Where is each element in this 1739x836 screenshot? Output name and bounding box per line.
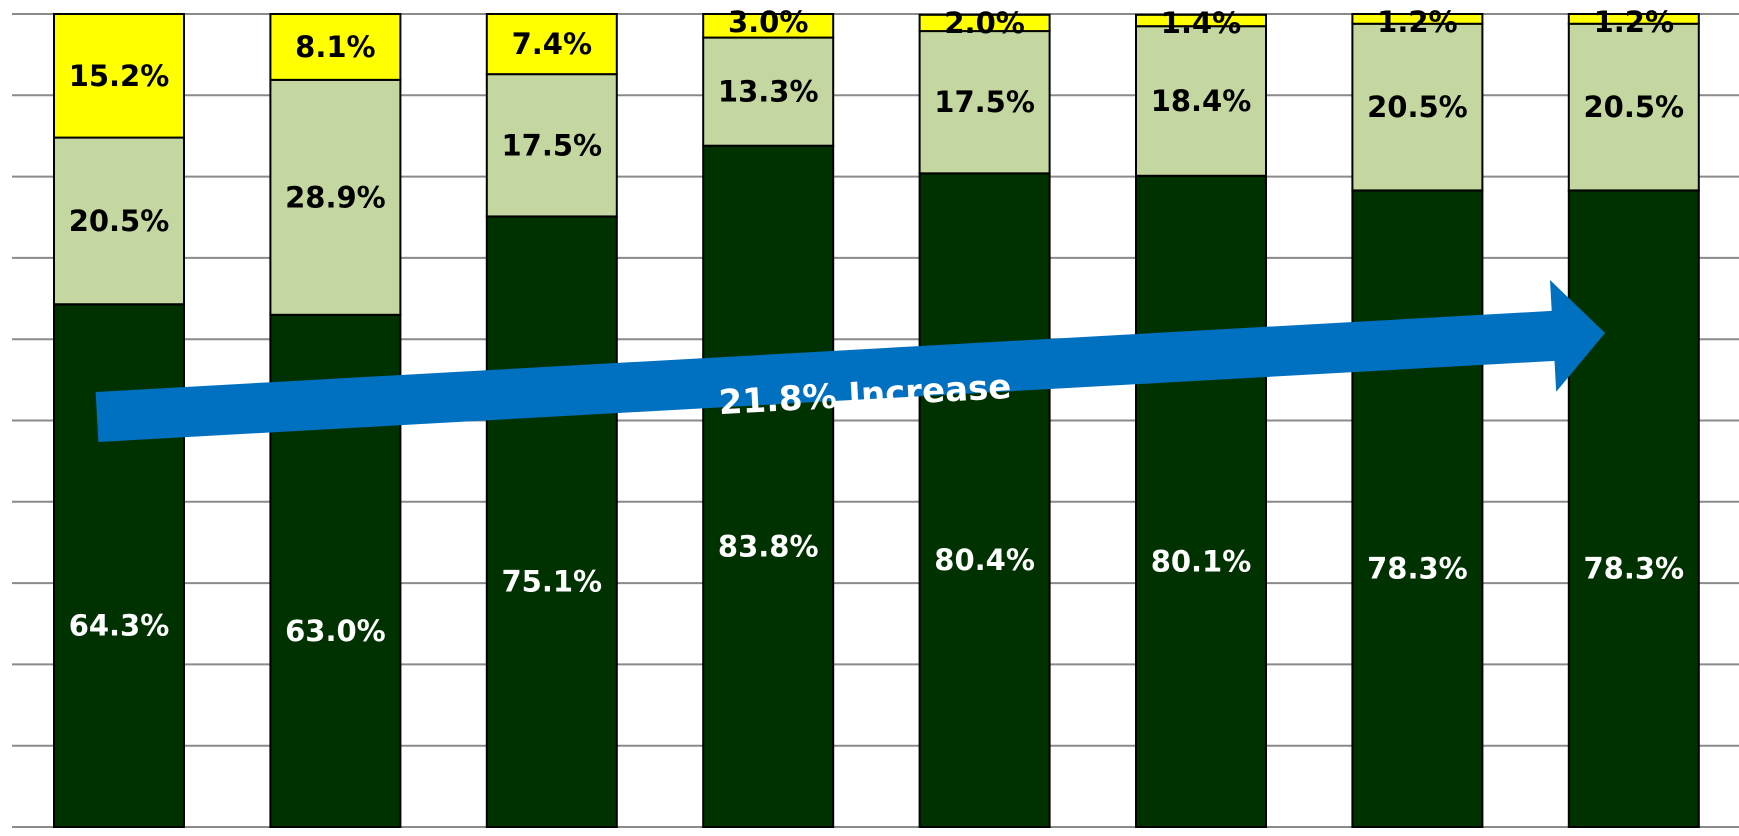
data-label-middle: 20.5%	[1583, 90, 1684, 124]
data-label-top: 7.4%	[512, 27, 592, 61]
increase-arrow-icon	[95, 280, 1606, 442]
data-label-bottom: 80.4%	[934, 543, 1035, 577]
bar-segment-top	[1567, 13, 1700, 25]
data-label-middle: 18.4%	[1151, 84, 1252, 118]
data-label-middle: 20.5%	[1367, 90, 1468, 124]
bar-segment-bottom	[1567, 189, 1700, 828]
data-label-bottom: 83.8%	[718, 529, 819, 563]
bar-segment-middle	[53, 136, 185, 306]
data-label-top: 3.0%	[728, 5, 808, 39]
bar-segment-middle	[1135, 25, 1267, 177]
data-label-bottom: 80.1%	[1151, 544, 1252, 578]
data-label-top: 1.2%	[1377, 5, 1457, 39]
data-label-middle: 17.5%	[501, 128, 602, 162]
data-labels: 64.3% 20.5% 15.2% 63.0% 28.9% 8.1% 75.1% 17.5% 7…	[69, 5, 1684, 648]
bars	[53, 13, 1700, 829]
bar-segment-top	[269, 13, 402, 81]
bar-segment-top	[702, 13, 835, 39]
bar-segment-middle	[1567, 22, 1700, 192]
bar-segment-bottom	[485, 215, 618, 828]
bar-segment-top	[918, 13, 1051, 33]
bar-segment-middle	[918, 30, 1051, 175]
data-label-bottom: 75.1%	[501, 565, 602, 599]
bar-segment-middle	[269, 78, 402, 316]
data-label-top: 15.2%	[69, 59, 170, 93]
bar-segment-middle	[702, 36, 835, 147]
data-label-middle: 28.9%	[285, 180, 386, 214]
data-label-middle: 13.3%	[718, 75, 819, 109]
bar-segment-middle	[485, 73, 618, 218]
bar-segment-top	[1351, 13, 1484, 25]
data-label-top: 1.4%	[1161, 6, 1241, 40]
data-label-top: 1.2%	[1594, 5, 1674, 39]
bar-segment-top	[485, 13, 618, 76]
data-label-bottom: 78.3%	[1367, 552, 1468, 586]
data-label-top: 2.0%	[944, 6, 1024, 40]
bar-segment-bottom	[1135, 174, 1267, 829]
data-label-bottom: 64.3%	[69, 609, 170, 643]
data-label-top: 8.1%	[295, 30, 375, 64]
data-label-middle: 20.5%	[69, 204, 170, 238]
bar-segment-bottom	[1351, 189, 1484, 828]
bar-segment-bottom	[918, 172, 1051, 828]
data-label-bottom: 63.0%	[285, 614, 386, 648]
data-label-middle: 17.5%	[934, 85, 1035, 119]
bar-segment-top	[1135, 13, 1267, 28]
data-label-bottom: 78.3%	[1583, 552, 1684, 586]
bar-segment-bottom	[53, 303, 185, 828]
bar-segment-bottom	[702, 144, 835, 828]
bar-segment-top	[53, 13, 185, 139]
